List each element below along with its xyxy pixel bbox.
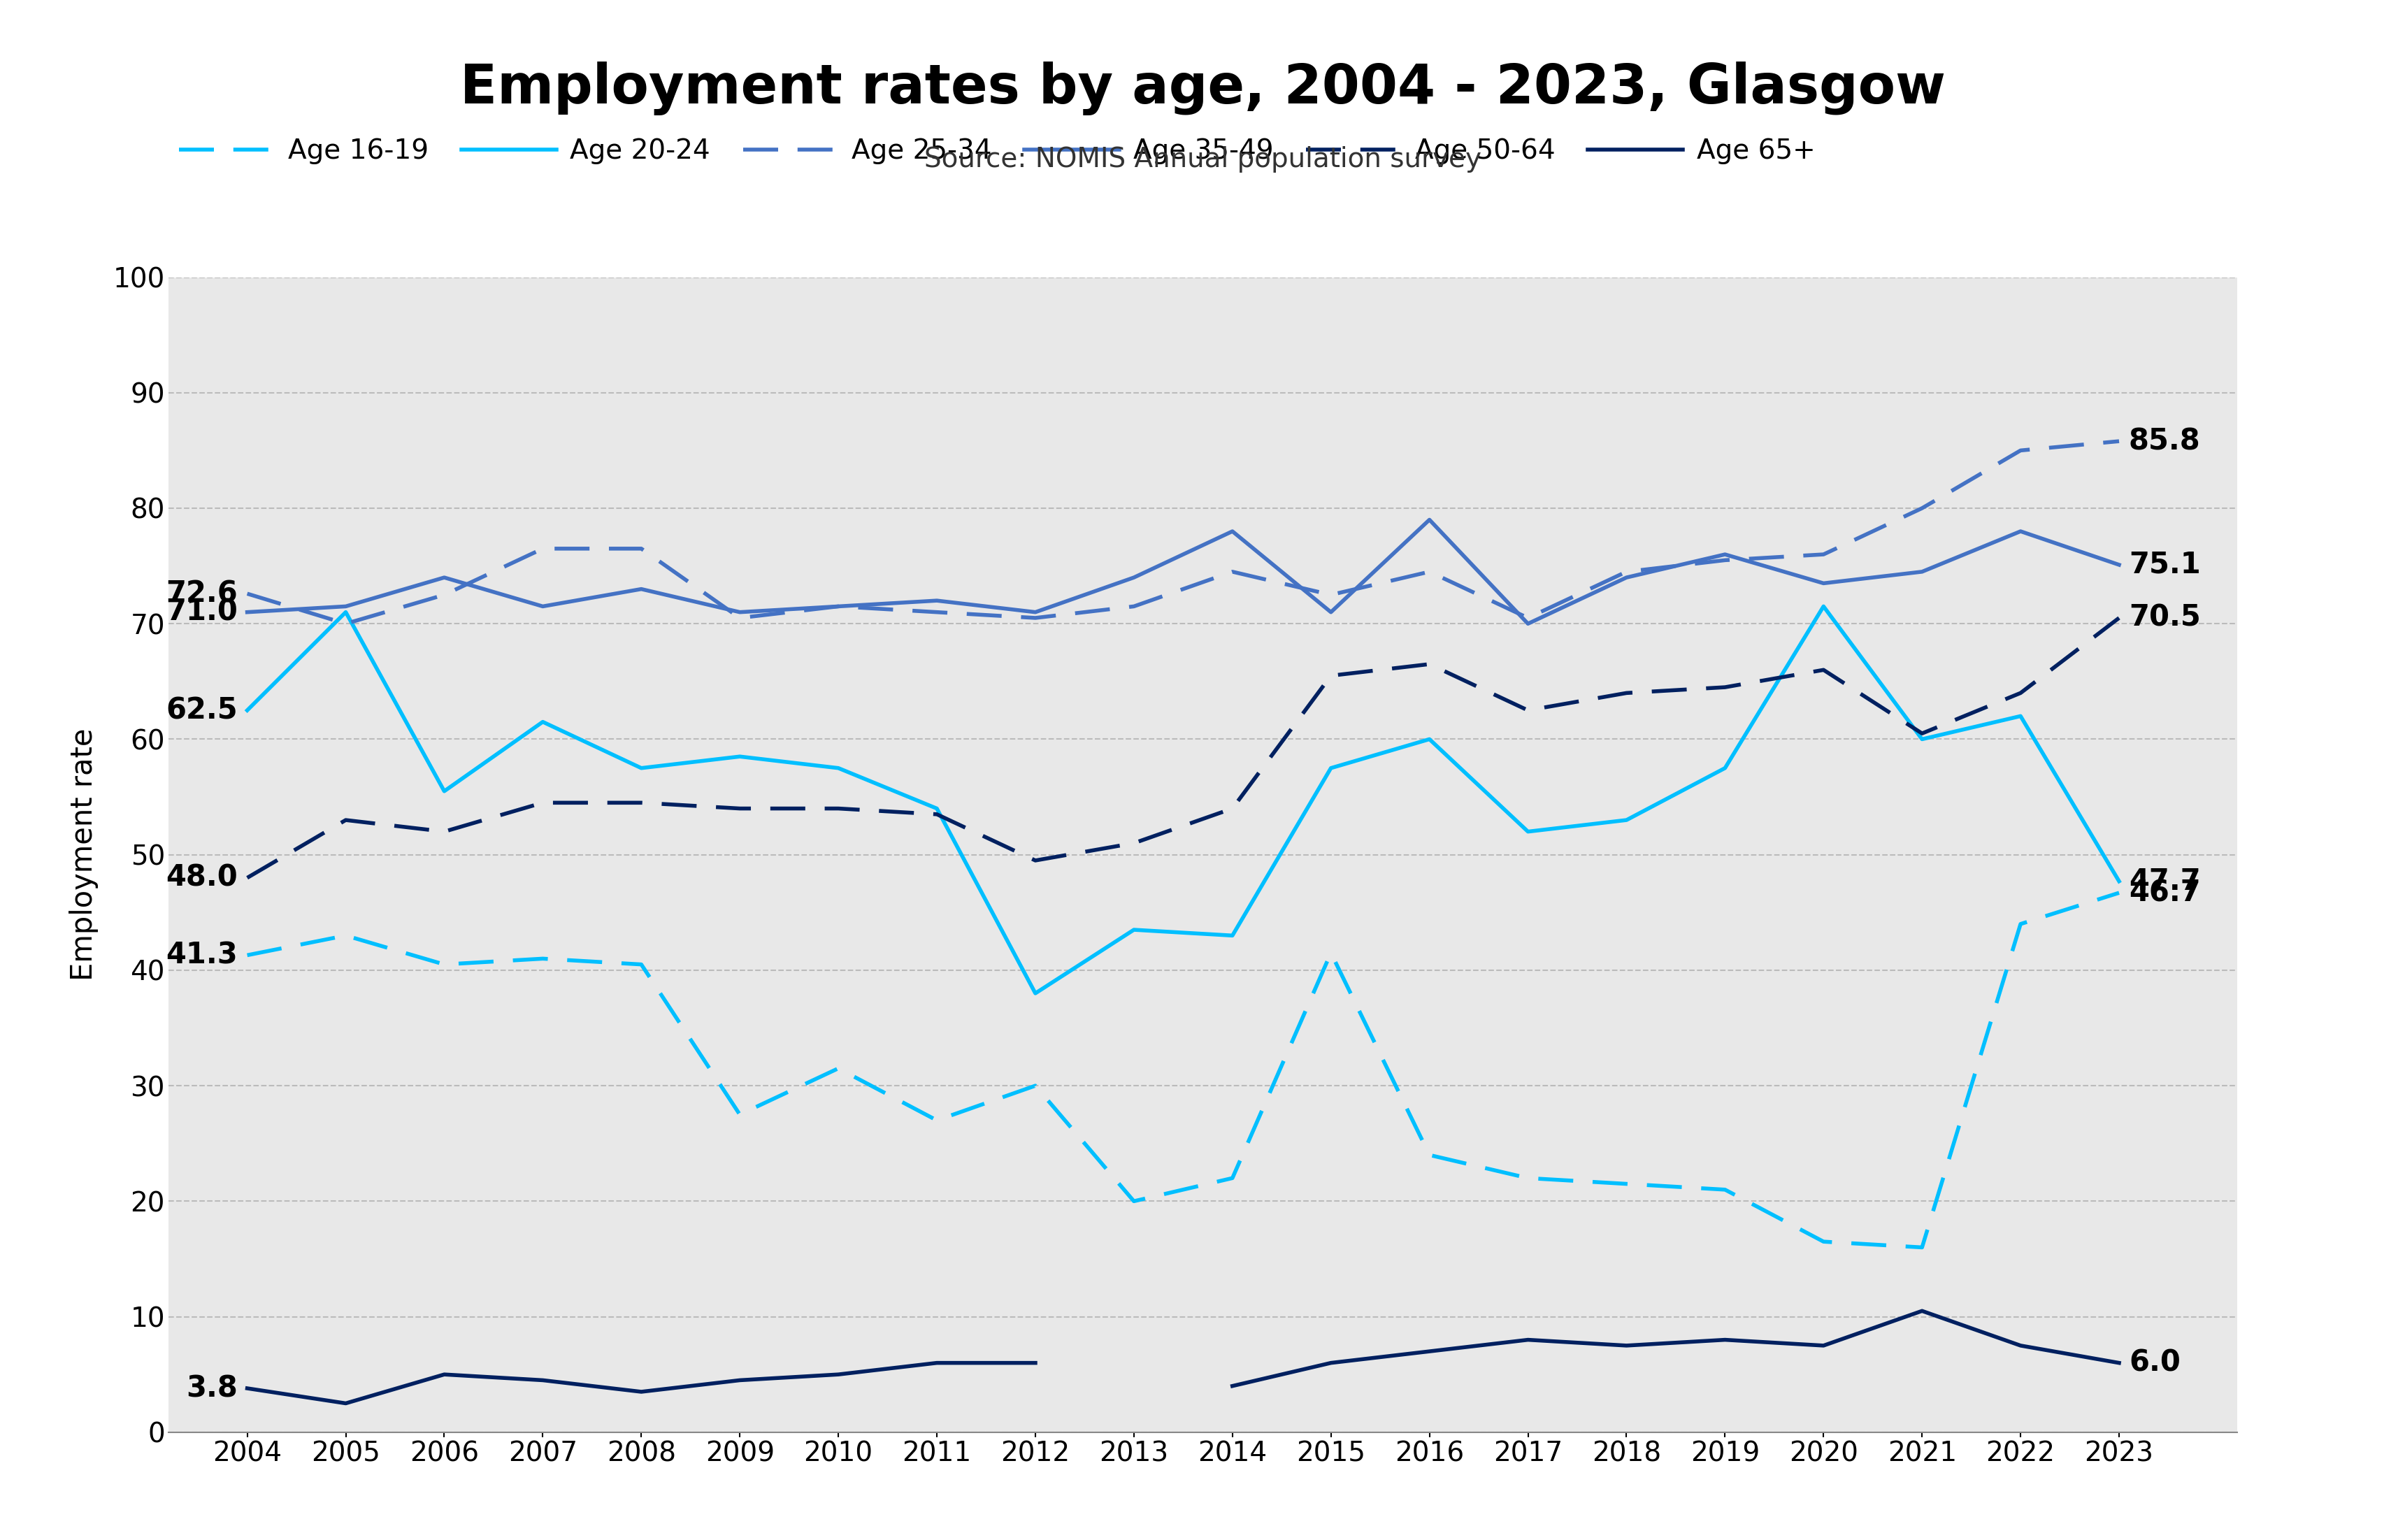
Legend: Age 16-19, Age 20-24, Age 25-34, Age 35-49, Age 50-64, Age 65+: Age 16-19, Age 20-24, Age 25-34, Age 35-…: [168, 128, 1825, 176]
Text: 72.6: 72.6: [166, 579, 238, 608]
Text: 41.3: 41.3: [166, 941, 238, 970]
Text: 70.5: 70.5: [2128, 604, 2201, 633]
Text: 62.5: 62.5: [166, 696, 238, 725]
Text: Employment rates by age, 2004 - 2023, Glasgow: Employment rates by age, 2004 - 2023, Gl…: [459, 62, 1946, 116]
Text: 47.7: 47.7: [2128, 867, 2201, 896]
Text: 85.8: 85.8: [2128, 427, 2201, 456]
Y-axis label: Employment rate: Employment rate: [70, 728, 99, 981]
Text: 6.0: 6.0: [2128, 1348, 2179, 1378]
Text: 75.1: 75.1: [2128, 550, 2201, 579]
Text: 71.0: 71.0: [166, 598, 238, 627]
Text: Source: NOMIS Annual population survey: Source: NOMIS Annual population survey: [924, 146, 1481, 172]
Text: 46.7: 46.7: [2128, 878, 2201, 907]
Text: 48.0: 48.0: [166, 862, 238, 893]
Text: 3.8: 3.8: [185, 1374, 238, 1403]
